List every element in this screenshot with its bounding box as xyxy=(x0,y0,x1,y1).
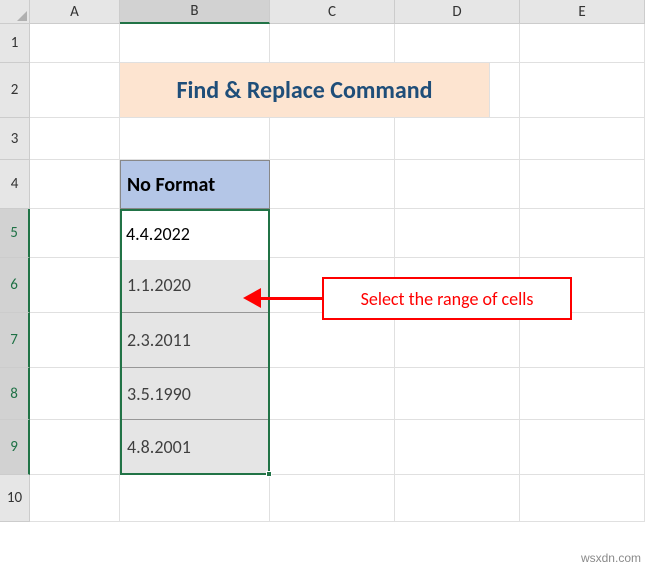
col-header-c[interactable]: C xyxy=(270,0,395,24)
cell-e7[interactable] xyxy=(520,313,645,368)
col-header-d[interactable]: D xyxy=(395,0,520,24)
column-headers: A B C D E xyxy=(30,0,647,24)
cell-d8[interactable] xyxy=(395,368,520,420)
annotation-callout: Select the range of cells xyxy=(322,277,572,320)
cell-e5[interactable] xyxy=(520,209,645,258)
col-header-a[interactable]: A xyxy=(30,0,120,24)
row-headers: 1 2 3 4 5 6 7 8 9 10 xyxy=(0,24,30,522)
cell-c7[interactable] xyxy=(270,313,395,368)
cell-e9[interactable] xyxy=(520,420,645,475)
row-header-2[interactable]: 2 xyxy=(0,63,30,118)
cell-e2[interactable] xyxy=(520,63,645,118)
cell-c9[interactable] xyxy=(270,420,395,475)
row-header-9[interactable]: 9 xyxy=(0,420,30,475)
row-header-8[interactable]: 8 xyxy=(0,368,30,420)
cell-d4[interactable] xyxy=(395,160,520,209)
cell-a9[interactable] xyxy=(30,420,120,475)
cell-d7[interactable] xyxy=(395,313,520,368)
cell-b7[interactable]: 2.3.2011 xyxy=(120,313,270,368)
row-header-6[interactable]: 6 xyxy=(0,258,30,313)
cell-a5[interactable] xyxy=(30,209,120,258)
col-header-e[interactable]: E xyxy=(520,0,645,24)
cell-e3[interactable] xyxy=(520,118,645,160)
cell-c3[interactable] xyxy=(270,118,395,160)
col-header-b[interactable]: B xyxy=(120,0,270,24)
row-header-1[interactable]: 1 xyxy=(0,24,30,63)
cell-d10[interactable] xyxy=(395,475,520,522)
cell-d5[interactable] xyxy=(395,209,520,258)
cell-c4[interactable] xyxy=(270,160,395,209)
cell-a3[interactable] xyxy=(30,118,120,160)
cell-b4[interactable]: No Format xyxy=(120,160,270,209)
arrow-line xyxy=(257,297,322,300)
callout-arrow xyxy=(243,297,322,300)
row-header-7[interactable]: 7 xyxy=(0,313,30,368)
cell-a10[interactable] xyxy=(30,475,120,522)
cell-c5[interactable] xyxy=(270,209,395,258)
arrow-head-icon xyxy=(243,288,261,308)
spreadsheet: A B C D E 1 2 3 4 5 6 7 8 9 10 xyxy=(0,0,647,569)
cell-d1[interactable] xyxy=(395,24,520,63)
cell-b8[interactable]: 3.5.1990 xyxy=(120,368,270,420)
row-header-4[interactable]: 4 xyxy=(0,160,30,209)
cell-e4[interactable] xyxy=(520,160,645,209)
cell-e10[interactable] xyxy=(520,475,645,522)
cell-a4[interactable] xyxy=(30,160,120,209)
watermark-text: wsxdn.com xyxy=(581,551,641,565)
cell-a7[interactable] xyxy=(30,313,120,368)
row-header-3[interactable]: 3 xyxy=(0,118,30,160)
cell-c10[interactable] xyxy=(270,475,395,522)
cell-c1[interactable] xyxy=(270,24,395,63)
cell-a6[interactable] xyxy=(30,258,120,313)
cell-b1[interactable] xyxy=(120,24,270,63)
cell-e1[interactable] xyxy=(520,24,645,63)
cell-d3[interactable] xyxy=(395,118,520,160)
cell-c8[interactable] xyxy=(270,368,395,420)
cell-b10[interactable] xyxy=(120,475,270,522)
cell-e8[interactable] xyxy=(520,368,645,420)
row-header-5[interactable]: 5 xyxy=(0,209,30,258)
cell-b3[interactable] xyxy=(120,118,270,160)
title-cell[interactable]: Find & Replace Command xyxy=(120,63,490,118)
row-header-10[interactable]: 10 xyxy=(0,475,30,522)
cell-a2[interactable] xyxy=(30,63,120,118)
cell-a8[interactable] xyxy=(30,368,120,420)
cell-b5[interactable]: 4.4.2022 xyxy=(120,209,270,258)
cell-a1[interactable] xyxy=(30,24,120,63)
select-all-corner[interactable] xyxy=(0,0,30,24)
cell-d9[interactable] xyxy=(395,420,520,475)
cell-b9[interactable]: 4.8.2001 xyxy=(120,420,270,475)
